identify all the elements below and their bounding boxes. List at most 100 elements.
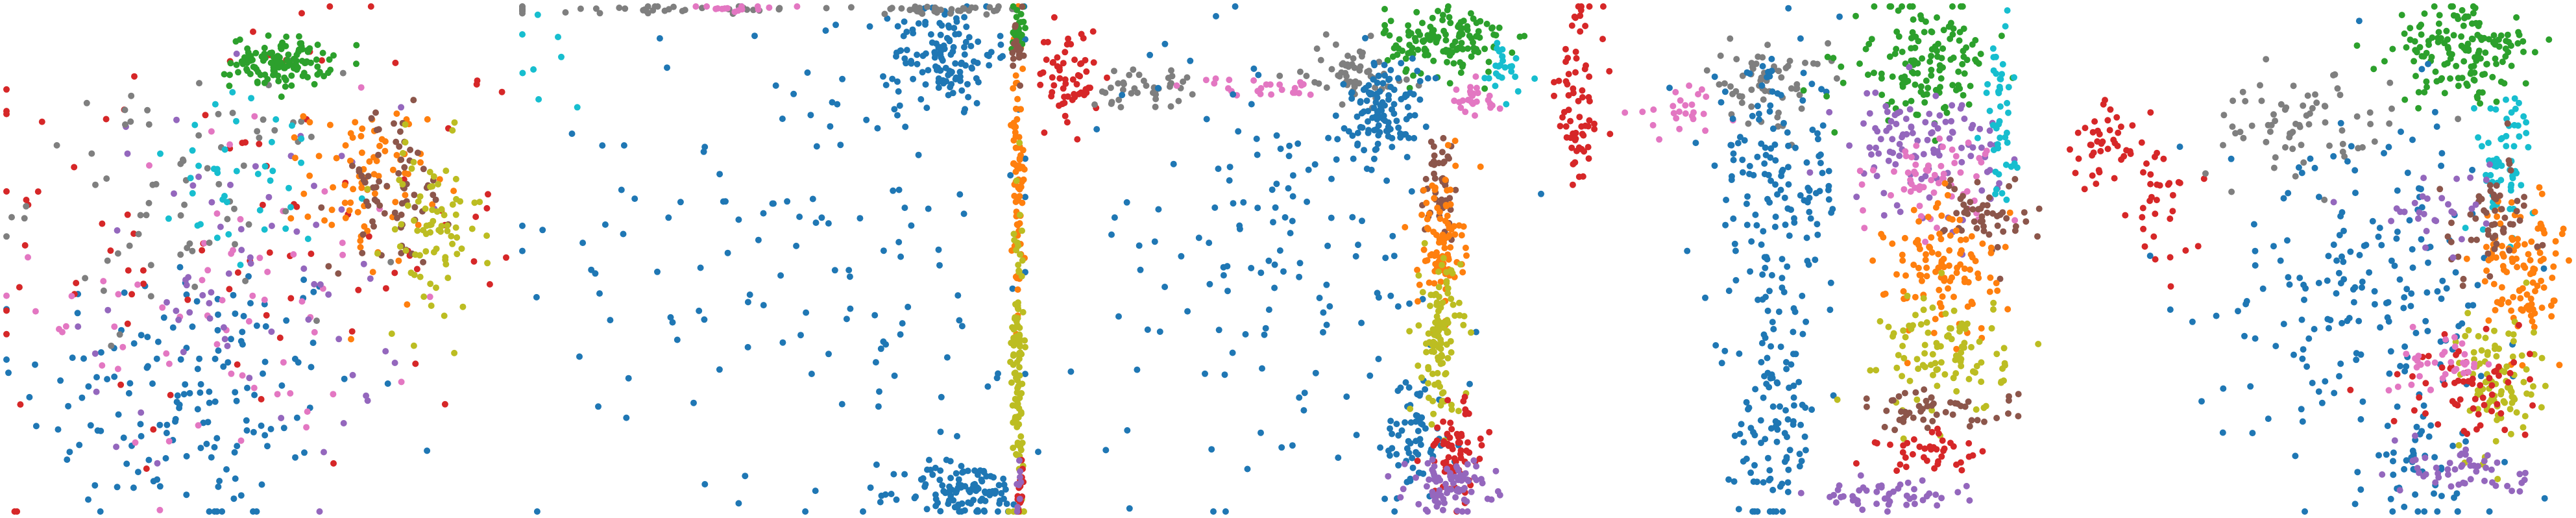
scatter-point-blue bbox=[1754, 508, 1761, 515]
scatter-plot-1 bbox=[3, 3, 509, 515]
scatter-point-blue bbox=[956, 317, 963, 324]
scatter-point-green bbox=[1921, 29, 1928, 36]
scatter-point-green bbox=[2423, 78, 2430, 85]
scatter-point-red bbox=[2138, 139, 2145, 146]
scatter-point-orange bbox=[1416, 281, 1423, 288]
scatter-point-red bbox=[2510, 359, 2518, 366]
scatter-point-gray bbox=[215, 110, 222, 117]
scatter-point-blue bbox=[2474, 282, 2481, 289]
scatter-point-gray bbox=[2282, 144, 2289, 151]
scatter-point-gray bbox=[2322, 119, 2329, 126]
scatter-point-pink bbox=[1462, 108, 1469, 116]
scatter-point-purple bbox=[2516, 488, 2523, 495]
scatter-point-green bbox=[2477, 100, 2484, 107]
scatter-point-purple bbox=[278, 415, 285, 421]
scatter-point-gray bbox=[2305, 121, 2313, 128]
scatter-point-gray bbox=[82, 275, 89, 282]
scatter-point-cyan bbox=[2503, 143, 2510, 150]
scatter-point-red bbox=[2096, 169, 2103, 176]
scatter-point-purple bbox=[1885, 157, 1892, 164]
scatter-point-blue bbox=[1785, 142, 1792, 149]
scatter-point-gray bbox=[1344, 61, 1351, 68]
scatter-point-gray bbox=[1727, 35, 1734, 42]
scatter-point-pink bbox=[1650, 106, 1657, 113]
scatter-point-purple bbox=[1875, 150, 1882, 157]
scatter-point-blue bbox=[744, 299, 751, 306]
scatter-point-blue bbox=[2464, 302, 2472, 309]
scatter-point-purple bbox=[1949, 129, 1956, 136]
scatter-point-green bbox=[1389, 53, 1396, 60]
scatter-point-olive bbox=[1988, 325, 1995, 332]
scatter-point-gray bbox=[2321, 196, 2328, 203]
scatter-point-pink bbox=[692, 3, 699, 10]
scatter-point-gray bbox=[2290, 82, 2297, 90]
scatter-point-green bbox=[1910, 16, 1917, 23]
scatter-point-gray bbox=[961, 5, 967, 12]
scatter-point-blue bbox=[2265, 415, 2272, 423]
scatter-point-brown bbox=[1979, 217, 1986, 225]
scatter-point-blue bbox=[1278, 444, 1285, 451]
scatter-point-cyan bbox=[2011, 160, 2018, 167]
scatter-point-gray bbox=[2300, 102, 2307, 109]
scatter-point-blue bbox=[1108, 231, 1115, 238]
scatter-point-red bbox=[2200, 175, 2207, 182]
scatter-point-blue bbox=[937, 428, 944, 436]
scatter-point-green bbox=[275, 78, 282, 84]
scatter-point-red bbox=[1958, 467, 1965, 474]
scatter-point-blue bbox=[1405, 438, 1412, 445]
scatter-point-blue bbox=[914, 51, 921, 58]
scatter-point-purple bbox=[305, 316, 312, 323]
scatter-point-pink bbox=[303, 424, 310, 431]
scatter-point-blue bbox=[956, 191, 964, 198]
scatter-point-blue bbox=[137, 421, 144, 428]
scatter-point-brown bbox=[2506, 160, 2513, 167]
scatter-point-orange bbox=[2494, 299, 2501, 306]
scatter-point-blue bbox=[947, 492, 954, 499]
scatter-point-red bbox=[1938, 453, 1945, 460]
scatter-point-blue bbox=[1224, 263, 1231, 270]
scatter-point-blue bbox=[2337, 119, 2344, 127]
scatter-point-olive bbox=[1965, 376, 1973, 382]
scatter-point-blue bbox=[97, 427, 104, 434]
scatter-point-cyan bbox=[535, 96, 542, 103]
scatter-point-blue bbox=[1803, 159, 1810, 166]
scatter-point-pink bbox=[1973, 173, 1980, 180]
scatter-point-green bbox=[261, 71, 269, 79]
scatter-point-blue bbox=[1772, 181, 1779, 188]
scatter-point-pink bbox=[1472, 73, 1479, 80]
scatter-point-gray bbox=[2202, 170, 2209, 177]
scatter-point-blue bbox=[2290, 351, 2297, 358]
scatter-point-blue bbox=[1265, 306, 1272, 314]
scatter-point-purple bbox=[1932, 92, 1939, 99]
scatter-point-red bbox=[2416, 394, 2423, 401]
scatter-point-red bbox=[2154, 181, 2161, 188]
scatter-point-olive bbox=[2501, 369, 2508, 375]
scatter-point-orange bbox=[1012, 72, 1019, 79]
scatter-point-blue bbox=[2421, 508, 2428, 515]
scatter-point-orange bbox=[341, 182, 348, 189]
scatter-point-pink bbox=[239, 372, 246, 379]
scatter-point-blue bbox=[831, 267, 838, 274]
scatter-point-blue bbox=[2247, 383, 2254, 390]
scatter-point-brown bbox=[372, 109, 379, 116]
scatter-point-purple bbox=[1866, 144, 1873, 151]
scatter-point-olive bbox=[2523, 366, 2530, 373]
scatter-point-red bbox=[1570, 160, 1577, 167]
scatter-point-blue bbox=[1408, 188, 1415, 195]
scatter-point-blue bbox=[1230, 200, 1237, 207]
scatter-point-purple bbox=[154, 460, 161, 467]
scatter-point-blue bbox=[2412, 330, 2420, 336]
scatter-point-cyan bbox=[269, 167, 276, 175]
scatter-point-cyan bbox=[2518, 182, 2525, 189]
scatter-point-gray bbox=[938, 6, 944, 14]
scatter-point-blue bbox=[163, 430, 170, 436]
scatter-point-blue bbox=[882, 341, 890, 348]
scatter-point-orange bbox=[1915, 218, 1923, 225]
scatter-point-blue bbox=[2431, 490, 2437, 497]
scatter-point-brown bbox=[1928, 394, 1935, 401]
scatter-point-blue bbox=[2401, 343, 2409, 350]
scatter-point-blue bbox=[977, 467, 984, 474]
scatter-point-purple bbox=[1439, 506, 1446, 513]
scatter-point-green bbox=[1865, 40, 1873, 47]
scatter-point-red bbox=[1577, 12, 1584, 19]
